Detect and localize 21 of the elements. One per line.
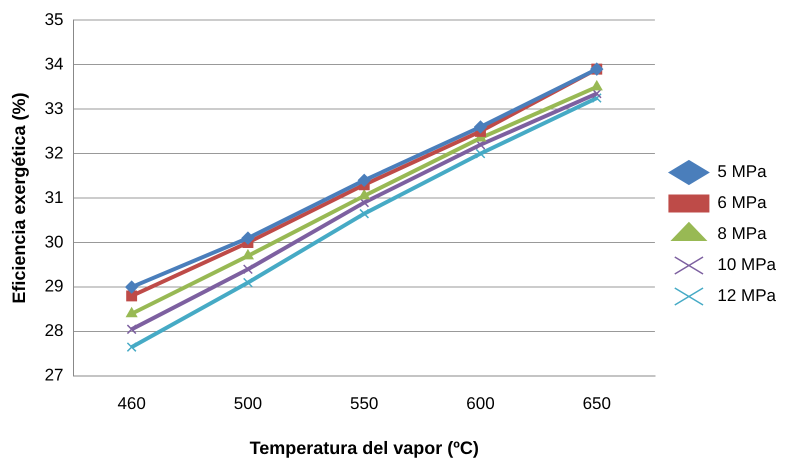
y-tick-label: 31 [44,188,64,207]
y-tick-label: 30 [44,232,64,252]
legend-label: 8 MPa [717,224,768,244]
legend-label: 12 MPa [717,286,777,306]
x-tick-label: 500 [234,394,262,413]
x-tick-label: 600 [466,394,495,413]
x-tick-label: 650 [582,394,611,413]
y-tick-label: 28 [44,321,64,340]
x-axis-title: Temperatura del vapor (ºC) [250,438,479,458]
x-tick-label: 460 [117,394,146,413]
y-tick-label: 35 [44,10,64,29]
x-tick-label: 550 [350,394,378,413]
y-tick-label: 33 [44,98,64,118]
legend-label: 5 MPa [717,162,768,182]
y-tick-label: 27 [44,366,64,385]
y-tick-label: 32 [44,143,64,162]
y-tick-label: 29 [44,276,64,296]
legend-label: 10 MPa [717,255,777,274]
y-axis-title: Eficiencia exergética (%) [8,92,29,304]
y-tick-label: 34 [44,54,64,74]
legend-label: 6 MPa [717,193,768,212]
